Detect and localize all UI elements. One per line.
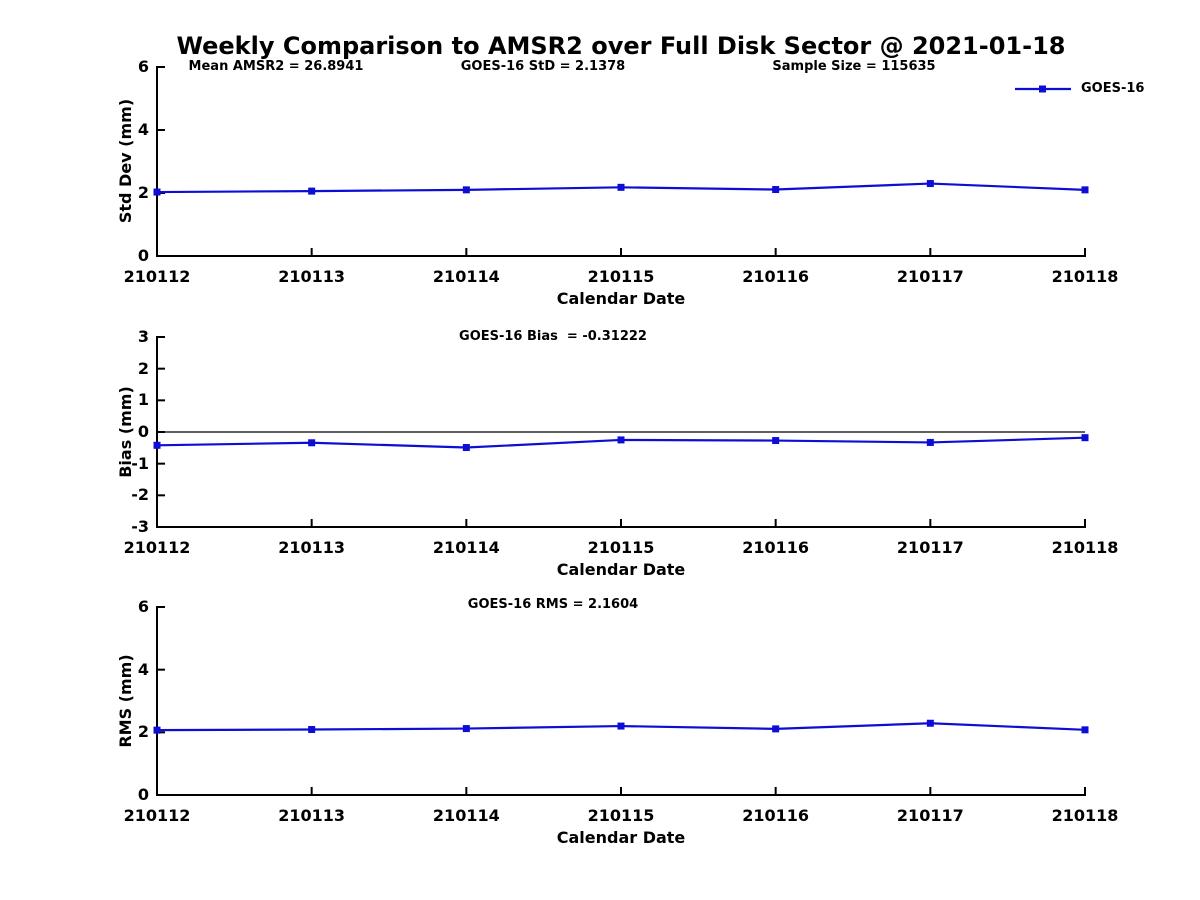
x-tick-label: 210116 xyxy=(742,538,810,557)
x-tick-label: 210112 xyxy=(123,267,191,286)
x-axis-label-1: Calendar Date xyxy=(556,289,686,308)
y-tick-label: 0 xyxy=(137,246,149,265)
y-tick-label: -3 xyxy=(131,517,149,536)
x-tick-label: 210118 xyxy=(1051,806,1119,825)
x-tick-label: 210118 xyxy=(1051,267,1119,286)
y-tick-label: 4 xyxy=(137,120,149,139)
x-axis-label-2: Calendar Date xyxy=(556,560,686,579)
x-tick-label: 210117 xyxy=(896,267,964,286)
x-tick-label: 210117 xyxy=(896,806,964,825)
chart-title-rms: GOES-16 RMS = 2.1604 xyxy=(467,597,639,612)
y-tick-label: 2 xyxy=(137,183,149,202)
x-tick-label: 210114 xyxy=(432,267,500,286)
y-tick-label: 2 xyxy=(137,358,149,378)
x-tick-label: 210114 xyxy=(432,538,500,557)
x-tick-label: 210116 xyxy=(742,806,810,825)
y-axis-label-stddev: Std Dev (mm) xyxy=(116,98,135,224)
annotation-goes16-std: GOES-16 StD = 2.1378 xyxy=(460,59,626,74)
x-tick-label: 210112 xyxy=(123,538,191,557)
y-tick-label: 6 xyxy=(137,57,149,76)
x-tick-label: 210113 xyxy=(278,538,346,557)
x-tick-label: 210113 xyxy=(278,267,346,286)
x-axis-label-3: Calendar Date xyxy=(556,828,686,847)
legend-line-marker-icon xyxy=(1015,85,1071,93)
figure-title: Weekly Comparison to AMSR2 over Full Dis… xyxy=(176,32,1066,60)
y-tick-label: 0 xyxy=(137,785,149,804)
x-tick-label: 210117 xyxy=(896,538,964,557)
y-tick-label: 1 xyxy=(137,390,149,410)
x-tick-label: 210116 xyxy=(742,267,810,286)
x-tick-label: 210115 xyxy=(587,538,655,557)
y-tick-label: -2 xyxy=(131,485,149,505)
chart-title-bias: GOES-16 Bias = -0.31222 xyxy=(459,329,647,344)
x-tick-label: 210118 xyxy=(1051,538,1119,557)
x-tick-label: 210115 xyxy=(587,267,655,286)
y-tick-label: 4 xyxy=(137,659,149,679)
legend: GOES-16 xyxy=(1014,82,1144,96)
x-tick-label: 210115 xyxy=(587,806,655,825)
legend-label: GOES-16 xyxy=(1081,81,1145,96)
y-tick-label: 0 xyxy=(137,422,149,441)
y-tick-label: 3 xyxy=(137,327,149,346)
x-tick-label: 210113 xyxy=(278,806,346,825)
annotation-mean-amsr2: Mean AMSR2 = 26.8941 xyxy=(188,59,364,74)
y-tick-label: 2 xyxy=(137,722,149,742)
y-tick-label: 6 xyxy=(137,597,149,616)
y-tick-label: -1 xyxy=(131,453,149,473)
annotation-sample-size: Sample Size = 115635 xyxy=(772,59,936,74)
x-tick-label: 210114 xyxy=(432,806,500,825)
x-tick-label: 210112 xyxy=(123,806,191,825)
